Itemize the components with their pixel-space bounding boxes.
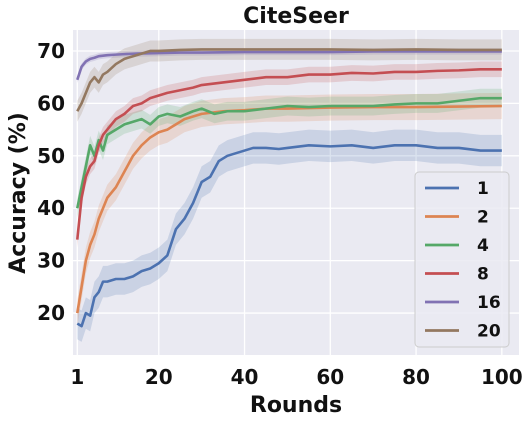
y-tick-labels: 20 30 40 50 60 70	[37, 39, 65, 325]
y-tick-label: 20	[37, 301, 65, 325]
legend-label-4: 4	[477, 236, 489, 256]
y-tick-label: 50	[37, 144, 65, 168]
series-8-line	[75, 68, 502, 240]
y-tick-label: 70	[37, 39, 65, 63]
x-axis-label: Rounds	[250, 393, 342, 418]
y-tick-label: 30	[37, 249, 65, 273]
series-16-line	[76, 50, 502, 81]
x-tick-label: 80	[402, 365, 430, 389]
legend-label-2: 2	[477, 208, 489, 228]
legend-label-16: 16	[477, 293, 501, 313]
legend-label-20: 20	[477, 322, 501, 342]
legend-label-8: 8	[477, 265, 489, 285]
series-lines	[75, 48, 502, 328]
y-tick-label: 60	[37, 91, 65, 115]
x-tick-label: 60	[316, 365, 344, 389]
series-2-band	[77, 92, 502, 327]
series-20-line	[76, 48, 502, 112]
x-tick-label: 20	[145, 365, 173, 389]
y-axis-label: Accuracy (%)	[6, 112, 31, 274]
legend: 1 2 4 8 16 20	[414, 171, 510, 348]
x-tick-labels: 1 20 40 60 80 100	[70, 365, 522, 389]
x-tick-label: 100	[481, 365, 523, 389]
chart-title: CiteSeer	[243, 4, 349, 29]
series-1-band	[77, 129, 502, 342]
y-tick-label: 40	[37, 196, 65, 220]
series-1-line	[76, 144, 502, 328]
legend-label-1: 1	[477, 179, 489, 199]
series-20-band	[77, 38, 502, 122]
x-tick-label: 1	[70, 365, 84, 389]
x-tick-label: 40	[231, 365, 259, 389]
